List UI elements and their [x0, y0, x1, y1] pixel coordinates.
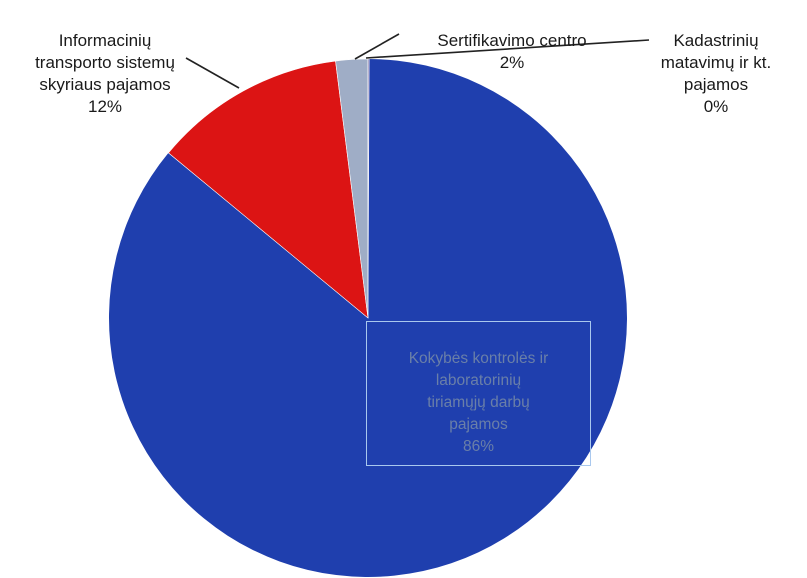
data-label-sertifikavimo-centro: Sertifikavimo centro 2% — [437, 31, 587, 72]
data-label-informaciniu-transporto: Informacinių transporto sistemų skyriaus… — [35, 31, 175, 116]
leader-line — [365, 39, 650, 59]
pie-slice — [168, 60, 369, 319]
data-label-kadastriniu-matavimu: Kadastrinių matavimų ir kt. pajamos 0% — [660, 31, 772, 116]
leader-line — [354, 33, 400, 60]
data-label-kokybes-kontroles: Kokybės kontrolės ir laboratorinių tiria… — [366, 321, 591, 466]
pie-slice — [367, 58, 370, 319]
leader-line — [185, 57, 240, 89]
